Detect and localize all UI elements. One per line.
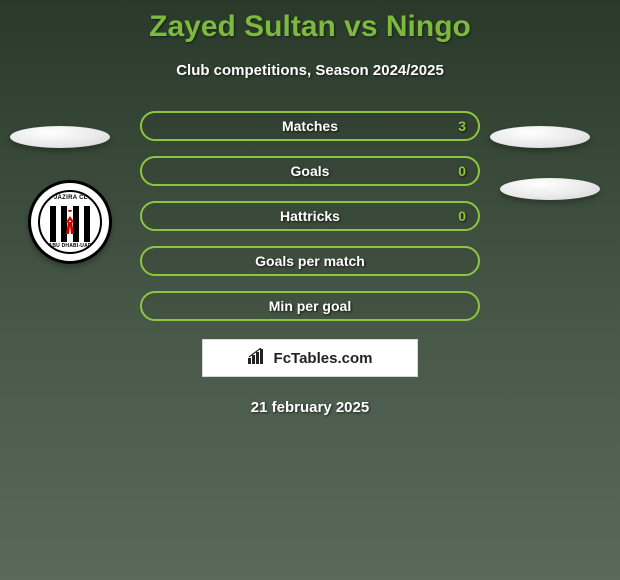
stat-value-right: 3 bbox=[458, 118, 466, 134]
player-ellipse-right-2 bbox=[500, 178, 600, 200]
page-title: Zayed Sultan vs Ningo bbox=[0, 0, 620, 44]
stat-row-goals-per-match: Goals per match bbox=[140, 246, 480, 276]
subtitle: Club competitions, Season 2024/2025 bbox=[0, 62, 620, 79]
stat-value-right: 0 bbox=[458, 208, 466, 224]
comparison-card: Zayed Sultan vs Ningo Club competitions,… bbox=[0, 0, 620, 580]
stat-label: Min per goal bbox=[269, 298, 351, 314]
watermark: FcTables.com bbox=[202, 339, 418, 377]
club-badge-figure-icon bbox=[62, 210, 78, 238]
stat-value-right: 0 bbox=[458, 163, 466, 179]
club-badge: AL-JAZIRA CLUB ABU DHABI-UAE bbox=[28, 180, 112, 264]
stat-label: Matches bbox=[282, 118, 338, 134]
stat-row-min-per-goal: Min per goal bbox=[140, 291, 480, 321]
stat-row-matches: Matches 3 bbox=[140, 111, 480, 141]
stat-label: Goals per match bbox=[255, 253, 365, 269]
stat-label: Hattricks bbox=[280, 208, 340, 224]
stat-row-goals: Goals 0 bbox=[140, 156, 480, 186]
club-badge-inner: AL-JAZIRA CLUB ABU DHABI-UAE bbox=[38, 190, 102, 254]
chart-bars-icon bbox=[248, 348, 268, 369]
club-badge-top-text: AL-JAZIRA CLUB bbox=[40, 195, 100, 201]
date-text: 21 february 2025 bbox=[0, 399, 620, 416]
player-ellipse-left bbox=[10, 126, 110, 148]
club-badge-bottom-text: ABU DHABI-UAE bbox=[40, 243, 100, 249]
stat-label: Goals bbox=[291, 163, 330, 179]
stat-row-hattricks: Hattricks 0 bbox=[140, 201, 480, 231]
player-ellipse-right-1 bbox=[490, 126, 590, 148]
watermark-text: FcTables.com bbox=[274, 350, 373, 367]
